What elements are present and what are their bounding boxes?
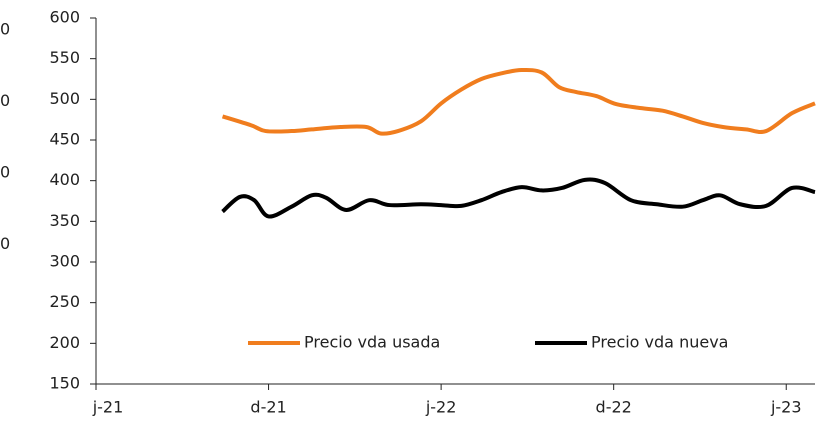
x-tick-label: j-22 bbox=[425, 398, 457, 417]
y-tick-label: 300 bbox=[49, 252, 80, 271]
legend-label: Precio vda usada bbox=[304, 333, 440, 352]
x-tick-label: j-23 bbox=[770, 398, 802, 417]
clipped-label: 0 bbox=[0, 20, 10, 39]
x-tick-label: j-21 bbox=[92, 398, 124, 417]
series-line bbox=[221, 67, 816, 136]
series-line bbox=[221, 177, 816, 219]
x-tick-label: d-22 bbox=[596, 398, 632, 417]
y-tick-label: 200 bbox=[49, 333, 80, 352]
clipped-label: 0 bbox=[0, 91, 10, 110]
clipped-label: 0 bbox=[0, 163, 10, 182]
y-tick-label: 400 bbox=[49, 170, 80, 189]
y-tick-label: 600 bbox=[49, 8, 80, 27]
y-tick-label: 350 bbox=[49, 211, 80, 230]
clipped-label: 0 bbox=[0, 234, 10, 253]
y-tick-label: 500 bbox=[49, 89, 80, 108]
y-tick-label: 450 bbox=[49, 130, 80, 149]
y-tick-label: 250 bbox=[49, 292, 80, 311]
y-tick-label: 150 bbox=[49, 374, 80, 393]
x-tick-label: d-21 bbox=[250, 398, 286, 417]
y-tick-label: 550 bbox=[49, 48, 80, 67]
legend-label: Precio vda nueva bbox=[591, 333, 728, 352]
